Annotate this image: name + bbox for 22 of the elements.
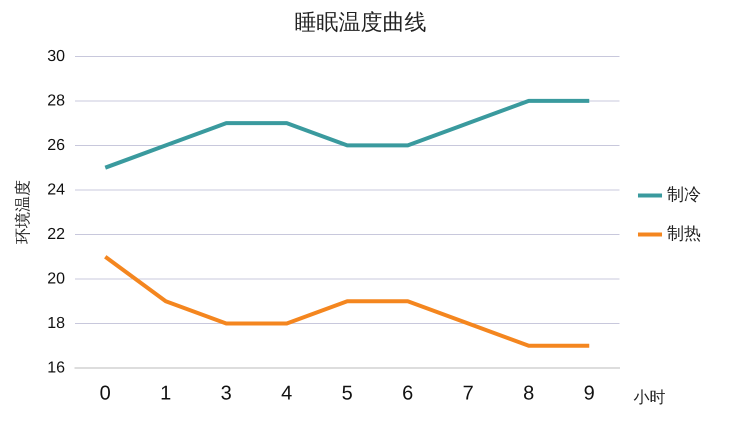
legend-label: 制冷 — [667, 185, 701, 204]
y-tick-label: 16 — [47, 359, 66, 376]
chart-title: 睡眠温度曲线 — [294, 9, 426, 34]
x-tick-label: 9 — [584, 382, 595, 405]
x-tick-label: 3 — [220, 382, 232, 405]
y-axis-title: 环境温度 — [14, 180, 32, 244]
y-tick-label: 30 — [47, 48, 66, 65]
x-tick-label: 6 — [402, 382, 414, 405]
x-tick-label: 1 — [160, 382, 172, 405]
x-tick-label: 4 — [281, 382, 292, 405]
y-tick-label: 20 — [47, 270, 66, 288]
x-axis-title: 小时 — [634, 388, 666, 406]
y-tick-label: 26 — [47, 136, 66, 154]
legend-label: 制热 — [667, 224, 701, 244]
x-tick-label: 8 — [523, 382, 534, 405]
y-tick-label: 18 — [47, 314, 66, 332]
y-tick-label: 22 — [47, 226, 66, 243]
x-tick-label: 7 — [462, 382, 474, 405]
x-tick-label: 0 — [100, 382, 111, 405]
x-tick-label: 5 — [342, 382, 353, 405]
y-tick-label: 24 — [47, 181, 66, 198]
y-tick-label: 28 — [47, 92, 66, 110]
